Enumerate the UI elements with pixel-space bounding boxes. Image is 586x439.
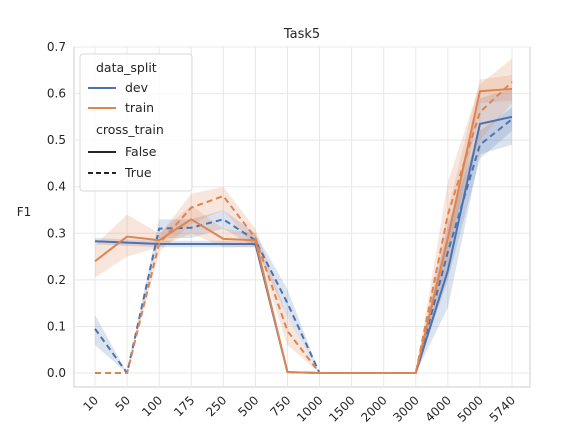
confidence-band-train-false <box>95 74 512 374</box>
chart-title: Task5 <box>283 27 320 42</box>
y-tick-label: 0.6 <box>47 87 66 101</box>
legend: data_split dev train cross_train False T… <box>79 53 193 192</box>
x-tick-label: 500 <box>235 393 261 419</box>
x-tick-label: 2000 <box>358 393 389 424</box>
confidence-bands <box>95 58 512 374</box>
y-tick-label: 0.4 <box>47 180 66 194</box>
series-lines <box>94 81 513 375</box>
y-tick-label: 0.3 <box>47 226 66 240</box>
y-tick-label: 0.2 <box>47 273 66 287</box>
legend-train-label: train <box>125 100 154 115</box>
x-tick-label: 250 <box>203 393 229 419</box>
x-tick-label: 3000 <box>390 393 421 424</box>
x-tick-label: 1500 <box>326 393 357 424</box>
x-tick-label: 50 <box>112 393 133 414</box>
legend-hue-title: data_split <box>96 60 157 75</box>
x-tick-label: 750 <box>267 393 293 419</box>
y-tick-label: 0.7 <box>47 40 66 54</box>
x-tick-label: 5740 <box>487 393 518 424</box>
confidence-band-train-true <box>95 58 512 374</box>
y-tick-label: 0.0 <box>47 366 66 380</box>
x-tick-label: 10 <box>80 393 101 414</box>
x-tick-label: 100 <box>139 393 165 419</box>
y-axis-label: F1 <box>17 205 32 219</box>
legend-style-title: cross_train <box>96 122 164 137</box>
x-tick-label: 1000 <box>294 393 325 424</box>
x-tick-label: 4000 <box>422 393 453 424</box>
x-tick-label: 5000 <box>455 393 486 424</box>
series-line-train-true <box>95 81 513 375</box>
legend-dev-label: dev <box>125 80 149 95</box>
y-tick-label: 0.5 <box>47 133 66 147</box>
legend-true-label: True <box>124 165 152 180</box>
legend-false-label: False <box>125 144 157 159</box>
x-tick-label: 175 <box>171 393 197 419</box>
y-axis-ticks: 0.0 0.1 0.2 0.3 0.4 0.5 0.6 0.7 <box>47 40 66 380</box>
y-tick-label: 0.1 <box>47 319 66 333</box>
series-line-dev-true <box>94 118 513 375</box>
x-axis-ticks: 10 50 100 175 250 500 750 1000 1500 2000 3000 4000 5… <box>80 393 518 424</box>
